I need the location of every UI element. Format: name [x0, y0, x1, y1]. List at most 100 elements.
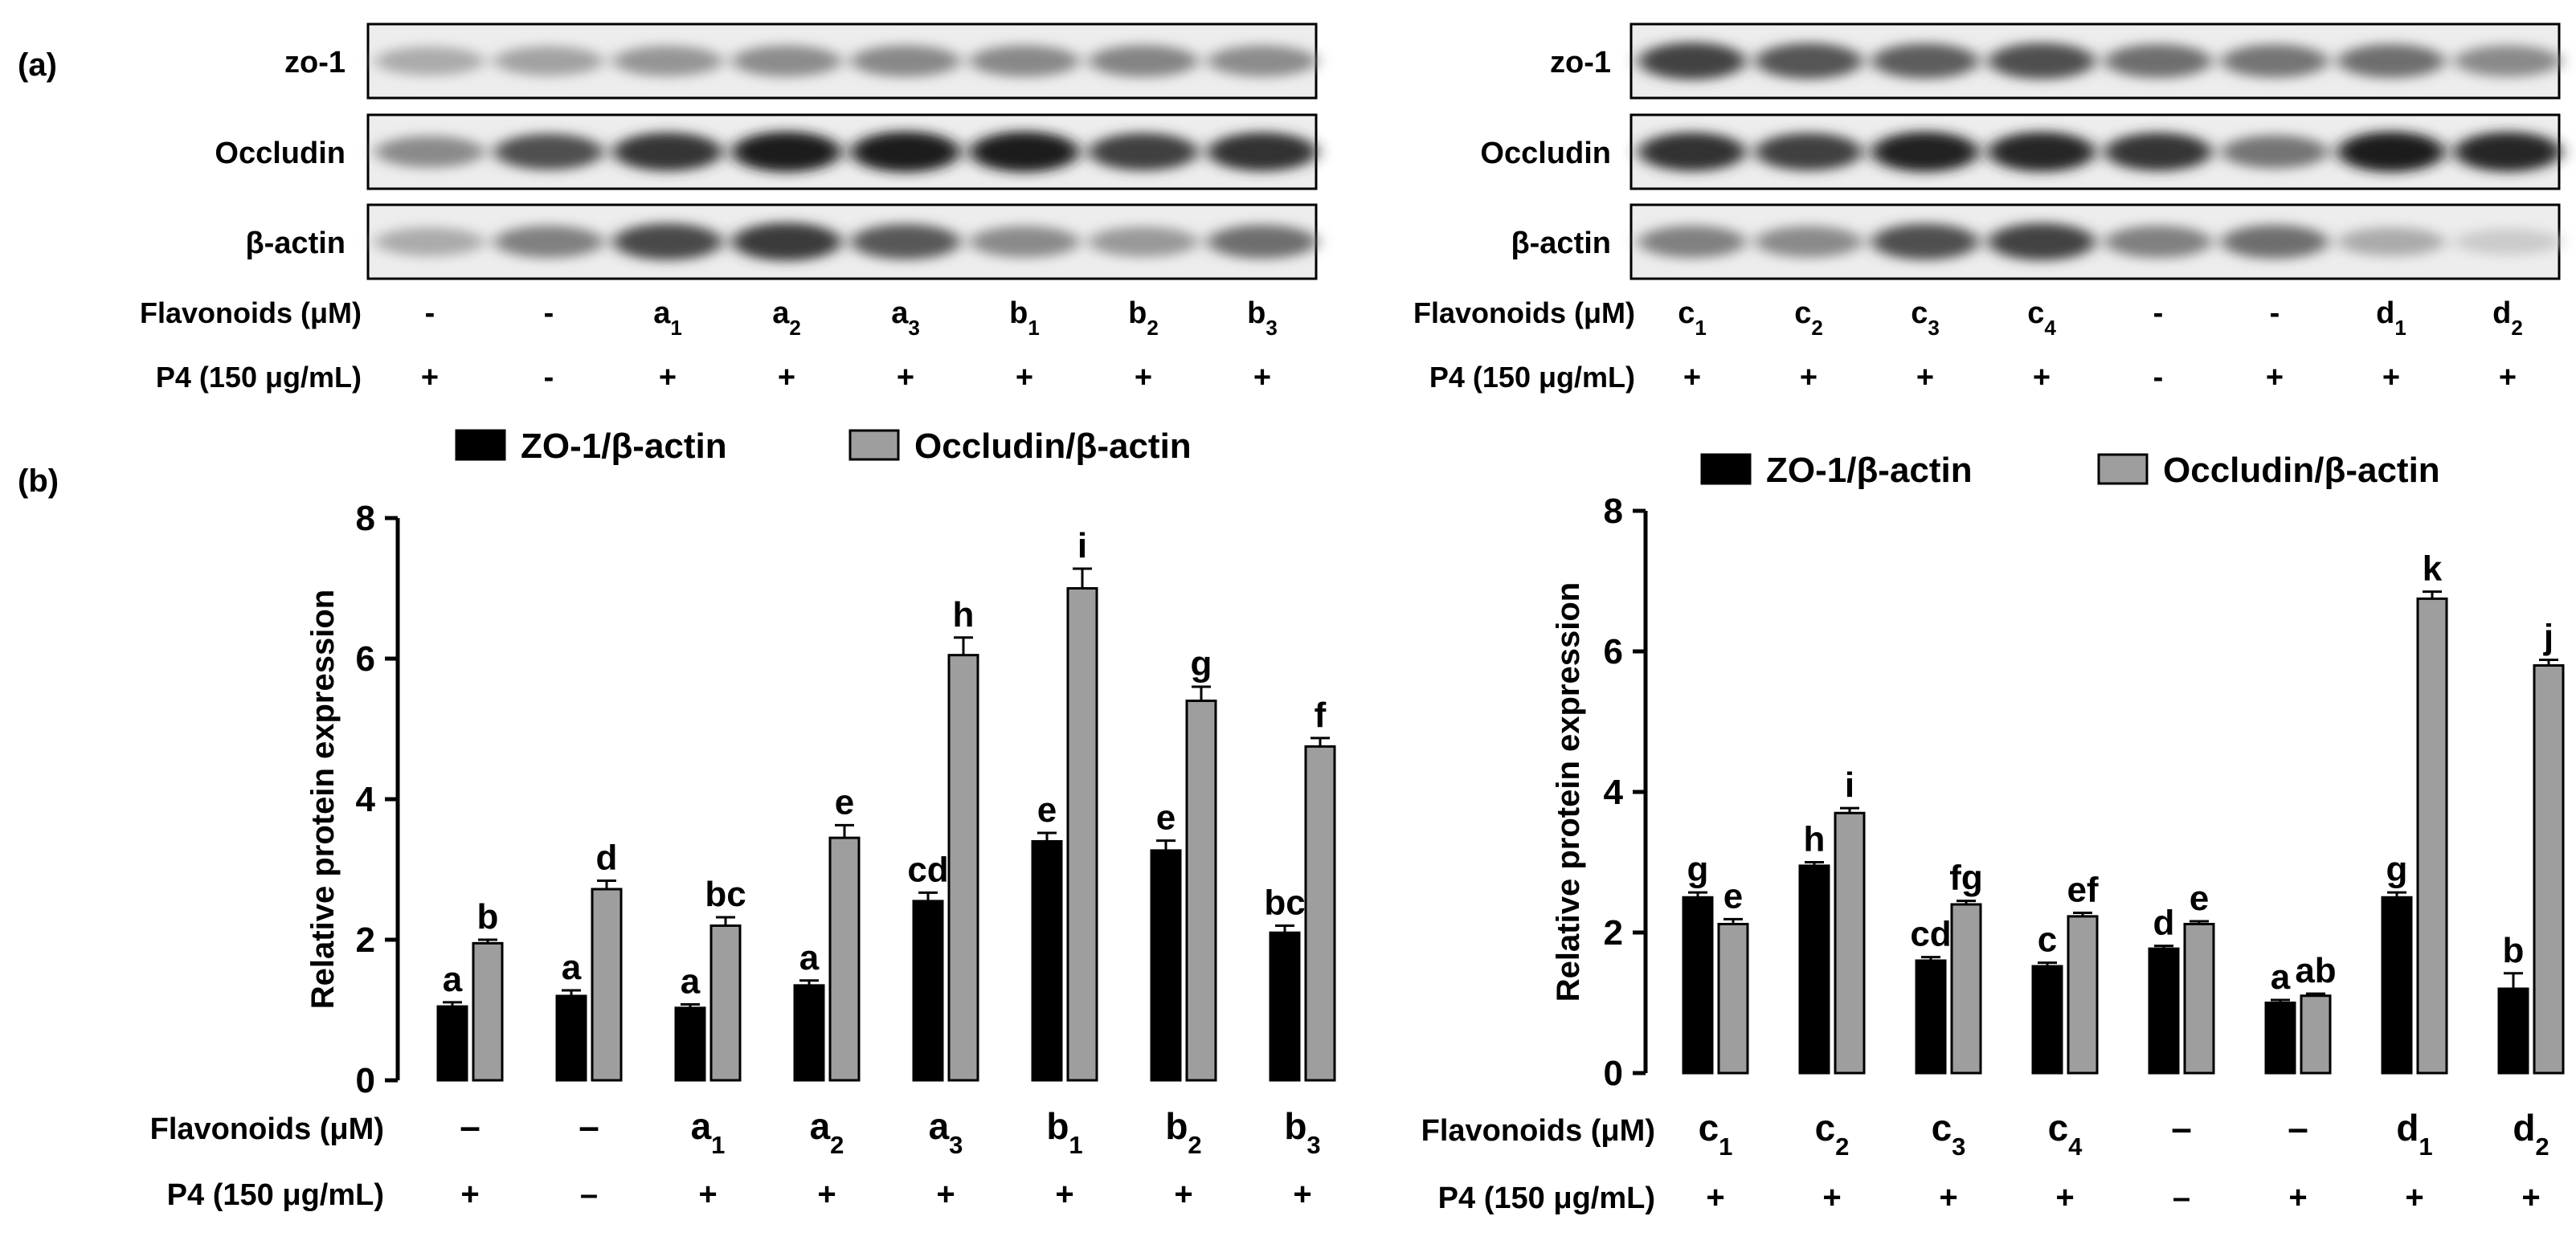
bar	[2381, 896, 2413, 1075]
flavonoid-lane-label: c2	[1794, 296, 1823, 340]
x-category-label-subscript: 1	[711, 1131, 725, 1159]
x-category-label-main: b	[1165, 1105, 1188, 1147]
blot-band	[850, 223, 961, 260]
flavonoid-lane-label: a3	[891, 296, 920, 340]
blot-band	[493, 225, 604, 259]
y-tick-label: 2	[1604, 913, 1623, 953]
p4-category-label: +	[1055, 1177, 1073, 1212]
bar	[828, 836, 861, 1082]
x-category-label-main: b	[1284, 1105, 1306, 1147]
bar	[912, 900, 944, 1082]
p4-category-label: +	[1706, 1180, 1724, 1215]
x-category-label: c2	[1815, 1107, 1850, 1161]
x-category-label: –	[2288, 1107, 2308, 1149]
flavonoid-lane-label: b3	[1247, 296, 1278, 340]
flavonoid-lane-label-subscript: 1	[670, 316, 681, 340]
flavonoid-lane-label-main: d	[2492, 296, 2511, 330]
significance-letter: e	[1037, 790, 1057, 830]
flavonoid-lane-label-main: d	[2376, 296, 2394, 330]
western-blot-left: zo-1 Occludin β-actin Flavonoids (μM) P4 (15…	[140, 22, 1318, 394]
x-category-label-main: –	[2171, 1107, 2192, 1149]
blot-band	[850, 45, 961, 77]
x-category-label-main: –	[2288, 1107, 2308, 1149]
flavonoid-lane-label-main: b	[1247, 296, 1266, 330]
significance-letter: a	[2271, 957, 2291, 997]
bar	[2183, 923, 2215, 1075]
significance-letter: k	[2423, 549, 2443, 589]
significance-letter: cd	[1910, 915, 1951, 954]
flavonoid-lane-label: b2	[1128, 296, 1159, 340]
p4-lane-label: +	[1683, 361, 1701, 394]
band-label: zo-1	[1550, 46, 1611, 80]
x-category-label-main: b	[1046, 1105, 1069, 1147]
p4-category-label: +	[817, 1177, 836, 1212]
flavonoid-lane-label: d1	[2376, 296, 2406, 340]
flavonoid-lane-label-main: c	[1794, 296, 1811, 330]
blot-band	[1871, 223, 1979, 260]
blot-band	[493, 46, 604, 76]
x-category-label-main: a	[691, 1105, 712, 1147]
significance-letter: h	[1804, 820, 1826, 859]
significance-letter: e	[835, 782, 854, 822]
blot-band	[1871, 43, 1979, 80]
band-label: β-actin	[1511, 227, 1611, 260]
x-category-label: a3	[929, 1105, 963, 1159]
significance-letter: d	[2153, 904, 2175, 943]
legend-swatch	[848, 429, 900, 461]
p4-lane-label: +	[421, 361, 439, 394]
x-category-label-main: –	[460, 1105, 480, 1147]
western-blot-right: zo-1 Occludin β-actin Flavonoids (μM) P4 (15…	[1413, 22, 2562, 394]
bar	[436, 1005, 468, 1082]
bar	[709, 924, 742, 1082]
blot-band	[1207, 45, 1318, 77]
flavonoid-lane-label-main: -	[2153, 296, 2164, 330]
significance-letter: i	[1077, 526, 1087, 565]
x-category-label-subscript: 3	[949, 1131, 963, 1159]
legend-entry: ZO-1/β-actin	[1766, 451, 1973, 490]
p4-row-label: P4 (150 μg/mL)	[1429, 361, 1635, 394]
x-category-label-main: a	[929, 1105, 950, 1147]
p4-category-label: +	[460, 1177, 479, 1212]
flavonoid-lane-label-main: b	[1128, 296, 1147, 330]
p4-lane-label: +	[2382, 361, 2400, 394]
blot-band	[2337, 227, 2445, 257]
bar	[2300, 994, 2332, 1075]
p4-category-label: +	[2405, 1180, 2423, 1215]
bar	[591, 888, 623, 1082]
band-label: Occludin	[1480, 137, 1611, 170]
flavonoid-lane-label: d2	[2492, 296, 2523, 340]
flavonoid-lane-label: -	[2153, 296, 2164, 330]
p4-lane-label: +	[2266, 361, 2284, 394]
blot-band	[374, 136, 485, 168]
significance-letter: h	[953, 595, 975, 635]
p4-lane-label: +	[1135, 361, 1152, 394]
legend-swatch	[455, 429, 506, 461]
flavonoid-lane-label-subscript: 1	[2394, 316, 2406, 340]
significance-letter: j	[2543, 618, 2554, 657]
bar	[1717, 923, 1749, 1075]
bar	[2067, 915, 2099, 1075]
blot-band	[1088, 227, 1199, 257]
bar	[1682, 896, 1714, 1075]
flavonoid-lane-label-subscript: 3	[1928, 316, 1939, 340]
legend-entry: Occludin/β-actin	[914, 426, 1192, 466]
x-category-label-subscript: 2	[1835, 1133, 1849, 1161]
bar	[2264, 1002, 2296, 1075]
p4-category-label: +	[2055, 1180, 2074, 1215]
panel-a-label: (a)	[18, 47, 57, 83]
legend-entry: ZO-1/β-actin	[521, 426, 727, 466]
flavonoid-lane-label-main: a	[772, 296, 790, 330]
blot-band	[2104, 225, 2212, 259]
bar	[2533, 664, 2565, 1075]
blot-band	[731, 45, 842, 77]
p4-category-label: –	[580, 1177, 598, 1212]
y-tick-label: 6	[356, 639, 375, 679]
p4-lane-label: +	[1016, 361, 1033, 394]
blot-band	[2454, 132, 2562, 172]
bar	[2416, 597, 2448, 1075]
blot-band	[1755, 133, 1862, 171]
p4-category-label: +	[1939, 1180, 1957, 1215]
x-category-label: a2	[810, 1105, 844, 1159]
p4-lane-label: +	[2033, 361, 2051, 394]
